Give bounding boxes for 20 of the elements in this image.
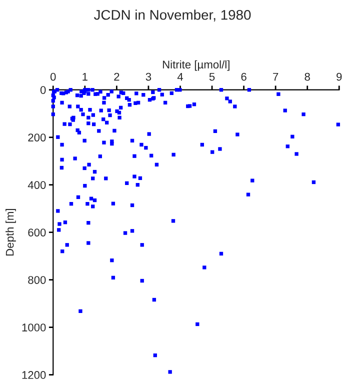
x-tick-label: 3 xyxy=(146,72,152,81)
x-tick-label: 0 xyxy=(50,72,56,81)
y-tick-label: 400 xyxy=(28,181,46,189)
y-tick-label: 200 xyxy=(28,134,46,142)
x-tick-label: 5 xyxy=(209,72,215,81)
y-tick-label: 1000 xyxy=(22,324,46,332)
x-tick-label: 9 xyxy=(336,72,342,81)
x-tick-label: 8 xyxy=(304,72,310,81)
chart-title: JCDN in November, 1980 xyxy=(94,10,251,22)
x-tick-label: 7 xyxy=(273,72,278,81)
x-tick-label: 4 xyxy=(177,72,184,81)
x-tick-label: 6 xyxy=(241,72,246,81)
x-axis-title: Nitrite [µmol/l] xyxy=(162,60,230,71)
y-tick-label: 1200 xyxy=(22,371,46,379)
x-tick-label: 1 xyxy=(82,72,88,81)
x-tick-label: 2 xyxy=(114,72,120,81)
y-axis-title: Depth [m] xyxy=(6,209,16,256)
y-tick-label: 800 xyxy=(28,276,46,284)
y-tick-label: 0 xyxy=(40,86,46,94)
y-tick-label: 600 xyxy=(28,228,46,236)
